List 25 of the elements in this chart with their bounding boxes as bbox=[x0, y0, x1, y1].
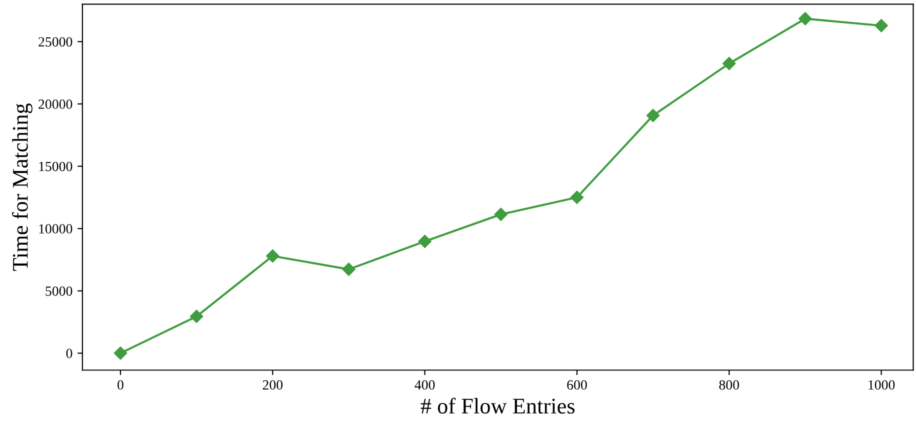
point bbox=[342, 262, 356, 276]
y-axis-title: Time for Matching bbox=[12, 103, 32, 271]
x-axis-title: # of Flow Entries bbox=[420, 398, 575, 414]
point bbox=[266, 249, 280, 263]
x-tick-label: 800 bbox=[719, 380, 740, 390]
x-tick-label: 200 bbox=[262, 380, 283, 390]
x-tick-label: 600 bbox=[567, 380, 587, 390]
point bbox=[570, 190, 584, 204]
y-tick-label: 20000 bbox=[38, 100, 72, 109]
y-tick-label: 0 bbox=[66, 348, 72, 358]
y-tick-label: 5000 bbox=[46, 286, 72, 296]
point bbox=[646, 108, 660, 122]
point bbox=[798, 12, 812, 26]
y-tick-label: 15000 bbox=[39, 162, 72, 172]
point bbox=[114, 346, 128, 360]
point bbox=[874, 19, 888, 32]
y-tick-label: 10000 bbox=[39, 224, 72, 234]
x-tick-label: 400 bbox=[414, 380, 435, 390]
point bbox=[418, 234, 432, 248]
point bbox=[722, 56, 736, 70]
y-tick-label: 25000 bbox=[38, 37, 72, 47]
x-tick-label: 1000 bbox=[868, 380, 895, 390]
x-tick-label: 0 bbox=[118, 380, 124, 390]
point bbox=[190, 310, 204, 323]
point bbox=[494, 208, 508, 221]
